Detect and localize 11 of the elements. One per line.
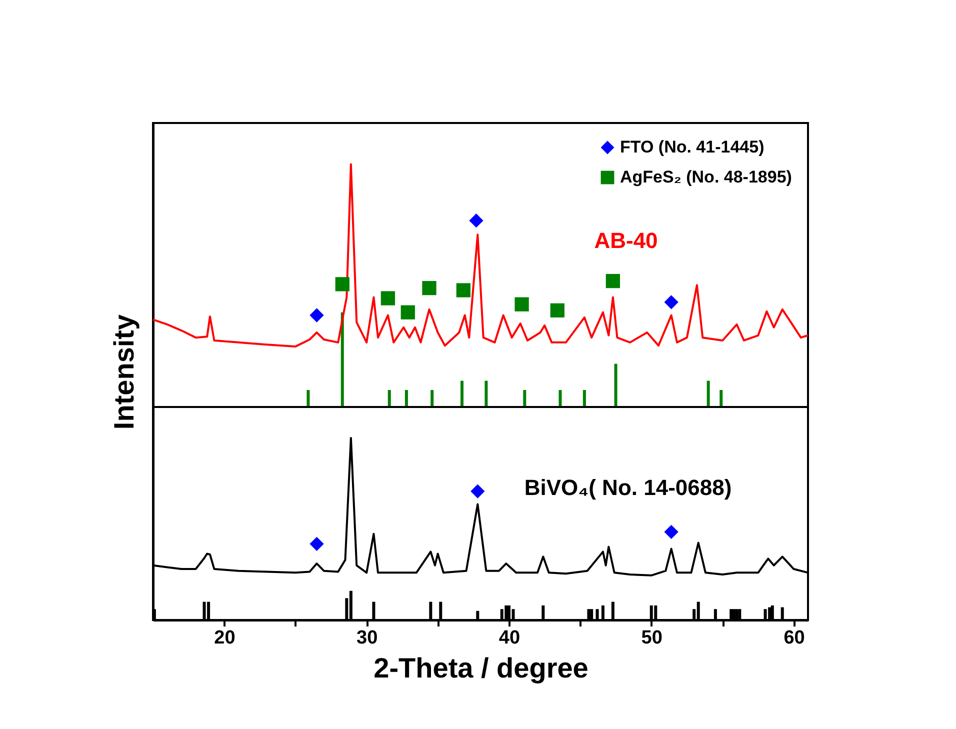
legend-label: AgFeS₂ (No. 48-1895) xyxy=(620,168,792,186)
x-tick-label: 60 xyxy=(784,628,805,648)
x-axis-title: 2-Theta / degree xyxy=(374,652,588,684)
text: AB-40 xyxy=(594,228,658,253)
x-tick-label: 20 xyxy=(214,628,236,648)
legend-label: FTO (No. 41-1445) xyxy=(620,138,764,156)
x-tick-label: 40 xyxy=(498,628,520,648)
x-tick-label: 50 xyxy=(641,628,662,648)
y-axis-title: Intensity xyxy=(108,314,140,430)
text: BiVO₄( No. 14-0688) xyxy=(524,475,732,500)
x-tick-label: 30 xyxy=(356,628,378,648)
